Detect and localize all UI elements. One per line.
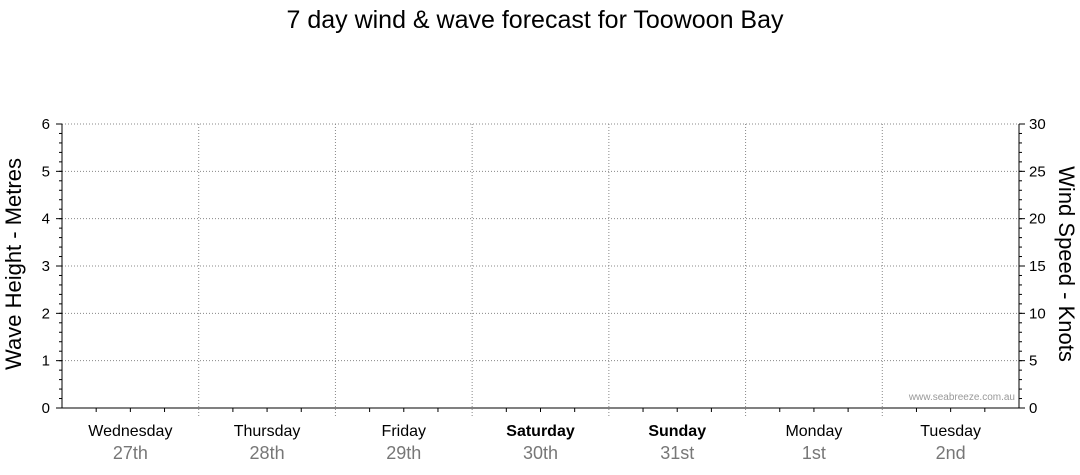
y-right-tick-label: 10 [1029,305,1046,322]
y-right-tick-label: 0 [1029,400,1037,417]
y-right-tick-label: 15 [1029,258,1046,275]
day-date-label: 28th [250,443,285,463]
day-label: Monday [785,423,842,440]
chart-title: 7 day wind & wave forecast for Toowoon B… [286,6,784,34]
y-left-tick-label: 1 [42,353,50,370]
day-label: Friday [382,423,426,440]
day-label: Tuesday [920,423,981,440]
y-left-tick-label: 4 [42,211,50,228]
y-right-tick-label: 20 [1029,211,1046,228]
y-left-tick-label: 5 [42,163,50,180]
y-right-tick-label: 30 [1029,116,1046,133]
day-date-label: 27th [113,443,148,463]
y-left-tick-label: 6 [42,116,50,133]
day-label: Thursday [234,423,301,440]
y-left-tick-label: 0 [42,400,50,417]
day-date-label: 1st [802,443,826,463]
watermark: www.seabreeze.com.au [908,392,1015,403]
day-label: Sunday [648,423,706,440]
day-date-label: 29th [386,443,421,463]
day-date-label: 30th [523,443,558,463]
y-right-tick-label: 5 [1029,353,1037,370]
y-right-tick-label: 25 [1029,163,1046,180]
y-left-tick-label: 3 [42,258,50,275]
day-label: Saturday [506,423,575,440]
day-date-label: 2nd [936,443,966,463]
y-left-tick-label: 2 [42,305,50,322]
day-label: Wednesday [88,423,172,440]
day-date-label: 31st [660,443,694,463]
